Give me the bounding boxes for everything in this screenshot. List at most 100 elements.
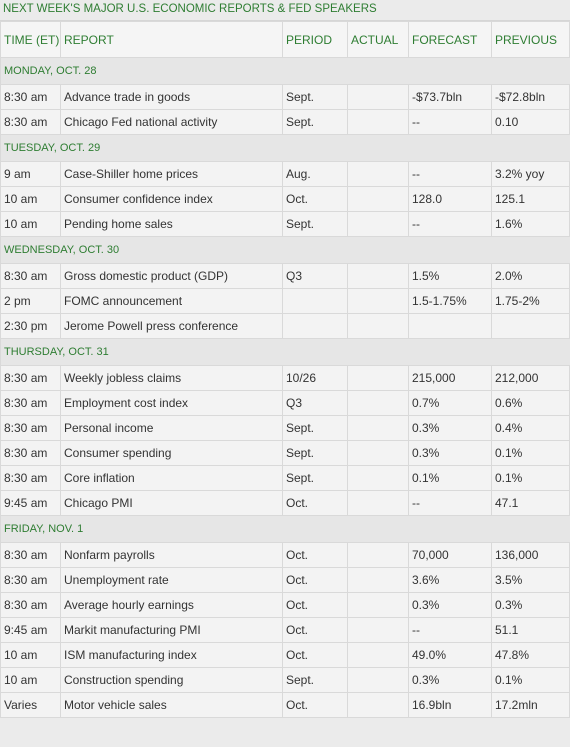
- day-label: TUESDAY, OCT. 29: [0, 134, 570, 162]
- report-cell: FOMC announcement: [60, 288, 283, 314]
- time-cell: 8:30 am: [0, 592, 61, 618]
- period-cell: Oct.: [282, 592, 348, 618]
- period-cell: Sept.: [282, 440, 348, 466]
- table-row: 8:30 am Average hourly earnings Oct. 0.3% 0.…: [0, 592, 570, 618]
- actual-cell: [347, 490, 409, 516]
- period-cell: Oct.: [282, 186, 348, 212]
- period-cell: Oct.: [282, 567, 348, 593]
- actual-cell: [347, 390, 409, 416]
- period-cell: Sept.: [282, 84, 348, 110]
- time-cell: 9:45 am: [0, 617, 61, 643]
- period-cell: Oct.: [282, 617, 348, 643]
- forecast-cell: [408, 313, 492, 339]
- period-cell: [282, 288, 348, 314]
- report-cell: Markit manufacturing PMI: [60, 617, 283, 643]
- forecast-cell: 16.9bln: [408, 692, 492, 718]
- table-title: NEXT WEEK'S MAJOR U.S. ECONOMIC REPORTS …: [0, 0, 570, 21]
- time-cell: 8:30 am: [0, 109, 61, 135]
- table-row: 8:30 am Weekly jobless claims 10/26 215,000…: [0, 365, 570, 391]
- actual-cell: [347, 567, 409, 593]
- forecast-cell: 70,000: [408, 542, 492, 568]
- table-footer: [0, 718, 570, 747]
- header-time: TIME (ET): [0, 21, 61, 58]
- forecast-cell: 0.3%: [408, 440, 492, 466]
- table-row: 8:30 am Nonfarm payrolls Oct. 70,000 136,000: [0, 542, 570, 568]
- time-cell: 2 pm: [0, 288, 61, 314]
- actual-cell: [347, 109, 409, 135]
- table-row: 2:30 pm Jerome Powell press conference: [0, 313, 570, 339]
- previous-cell: 47.8%: [491, 642, 570, 668]
- report-cell: Construction spending: [60, 667, 283, 693]
- previous-cell: 0.4%: [491, 415, 570, 441]
- period-cell: Oct.: [282, 490, 348, 516]
- forecast-cell: --: [408, 617, 492, 643]
- day-label: THURSDAY, OCT. 31: [0, 338, 570, 366]
- time-cell: 8:30 am: [0, 415, 61, 441]
- period-cell: Sept.: [282, 465, 348, 491]
- forecast-cell: --: [408, 490, 492, 516]
- day-label: FRIDAY, NOV. 1: [0, 515, 570, 543]
- report-cell: Average hourly earnings: [60, 592, 283, 618]
- previous-cell: [491, 313, 570, 339]
- day-row: WEDNESDAY, OCT. 30: [0, 236, 570, 264]
- previous-cell: -$72.8bln: [491, 84, 570, 110]
- header-row: TIME (ET) REPORT PERIOD ACTUAL FORECAST …: [0, 21, 570, 58]
- header-previous: PREVIOUS: [491, 21, 570, 58]
- previous-cell: 0.1%: [491, 667, 570, 693]
- day-row: MONDAY, OCT. 28: [0, 57, 570, 85]
- header-actual: ACTUAL: [347, 21, 409, 58]
- previous-cell: 3.2% yoy: [491, 161, 570, 187]
- period-cell: Oct.: [282, 542, 348, 568]
- forecast-cell: 1.5-1.75%: [408, 288, 492, 314]
- time-cell: 10 am: [0, 186, 61, 212]
- time-cell: 8:30 am: [0, 440, 61, 466]
- report-cell: Case-Shiller home prices: [60, 161, 283, 187]
- previous-cell: 0.10: [491, 109, 570, 135]
- forecast-cell: 0.3%: [408, 592, 492, 618]
- time-cell: 9 am: [0, 161, 61, 187]
- report-cell: Personal income: [60, 415, 283, 441]
- forecast-cell: --: [408, 161, 492, 187]
- actual-cell: [347, 365, 409, 391]
- period-cell: 10/26: [282, 365, 348, 391]
- forecast-cell: -$73.7bln: [408, 84, 492, 110]
- actual-cell: [347, 440, 409, 466]
- table-row: 8:30 am Core inflation Sept. 0.1% 0.1%: [0, 465, 570, 491]
- day-row: TUESDAY, OCT. 29: [0, 134, 570, 162]
- report-cell: Jerome Powell press conference: [60, 313, 283, 339]
- table-row: 2 pm FOMC announcement 1.5-1.75% 1.75-2%: [0, 288, 570, 314]
- table-row: 10 am Construction spending Sept. 0.3% 0.1%: [0, 667, 570, 693]
- report-cell: Consumer spending: [60, 440, 283, 466]
- previous-cell: 3.5%: [491, 567, 570, 593]
- table-row: 8:30 am Employment cost index Q3 0.7% 0.6%: [0, 390, 570, 416]
- previous-cell: 2.0%: [491, 263, 570, 289]
- actual-cell: [347, 415, 409, 441]
- time-cell: 10 am: [0, 667, 61, 693]
- table-row: 8:30 am Consumer spending Sept. 0.3% 0.1%: [0, 440, 570, 466]
- day-row: THURSDAY, OCT. 31: [0, 338, 570, 366]
- forecast-cell: 0.3%: [408, 415, 492, 441]
- period-cell: Sept.: [282, 109, 348, 135]
- actual-cell: [347, 642, 409, 668]
- actual-cell: [347, 263, 409, 289]
- report-cell: Motor vehicle sales: [60, 692, 283, 718]
- table-row: 10 am Consumer confidence index Oct. 128.0 1…: [0, 186, 570, 212]
- forecast-cell: 3.6%: [408, 567, 492, 593]
- actual-cell: [347, 313, 409, 339]
- period-cell: Sept.: [282, 667, 348, 693]
- report-cell: Consumer confidence index: [60, 186, 283, 212]
- table-row: 8:30 am Personal income Sept. 0.3% 0.4%: [0, 415, 570, 441]
- actual-cell: [347, 465, 409, 491]
- previous-cell: 125.1: [491, 186, 570, 212]
- forecast-cell: 128.0: [408, 186, 492, 212]
- actual-cell: [347, 186, 409, 212]
- period-cell: Oct.: [282, 692, 348, 718]
- economic-calendar-table: TIME (ET) REPORT PERIOD ACTUAL FORECAST …: [0, 21, 570, 718]
- table-row: 8:30 am Chicago Fed national activity Sept…: [0, 109, 570, 135]
- header-forecast: FORECAST: [408, 21, 492, 58]
- previous-cell: 0.1%: [491, 465, 570, 491]
- time-cell: 8:30 am: [0, 390, 61, 416]
- forecast-cell: --: [408, 109, 492, 135]
- previous-cell: 0.6%: [491, 390, 570, 416]
- forecast-cell: 215,000: [408, 365, 492, 391]
